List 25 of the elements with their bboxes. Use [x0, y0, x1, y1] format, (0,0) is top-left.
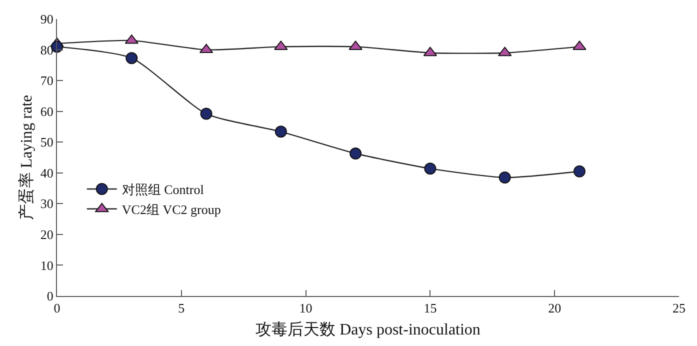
- x-tick-label: 20: [548, 300, 562, 316]
- y-tick-label: 10: [40, 258, 54, 273]
- point: [498, 172, 511, 184]
- x-axis-title: 攻毒后天数 Days post-inoculation: [256, 320, 480, 338]
- x-tick-label: 10: [299, 300, 312, 316]
- y-tick-label: 0: [46, 288, 54, 304]
- y-tick-label: 50: [40, 134, 54, 150]
- point: [573, 165, 586, 178]
- point: [126, 52, 138, 64]
- x-tick-label: 25: [672, 300, 686, 316]
- x-tick-label: 5: [178, 300, 185, 316]
- point: [274, 126, 287, 138]
- y-tick-label: 90: [40, 12, 54, 27]
- y-tick-label: 40: [40, 165, 54, 180]
- y-tick-label: 70: [40, 73, 54, 88]
- y-tick-label: 30: [40, 196, 54, 212]
- legend-label: 对照组 Control: [122, 182, 204, 198]
- y-axis-title: 产蛋率 Laying rate: [17, 94, 36, 220]
- y-tick-label: 60: [40, 104, 54, 119]
- x-tick-label: 15: [424, 300, 437, 316]
- y-tick-label: 20: [40, 226, 54, 242]
- point: [200, 108, 212, 120]
- legend-label: VC2组 VC2 group: [122, 202, 221, 217]
- point: [350, 148, 362, 160]
- point: [424, 162, 436, 175]
